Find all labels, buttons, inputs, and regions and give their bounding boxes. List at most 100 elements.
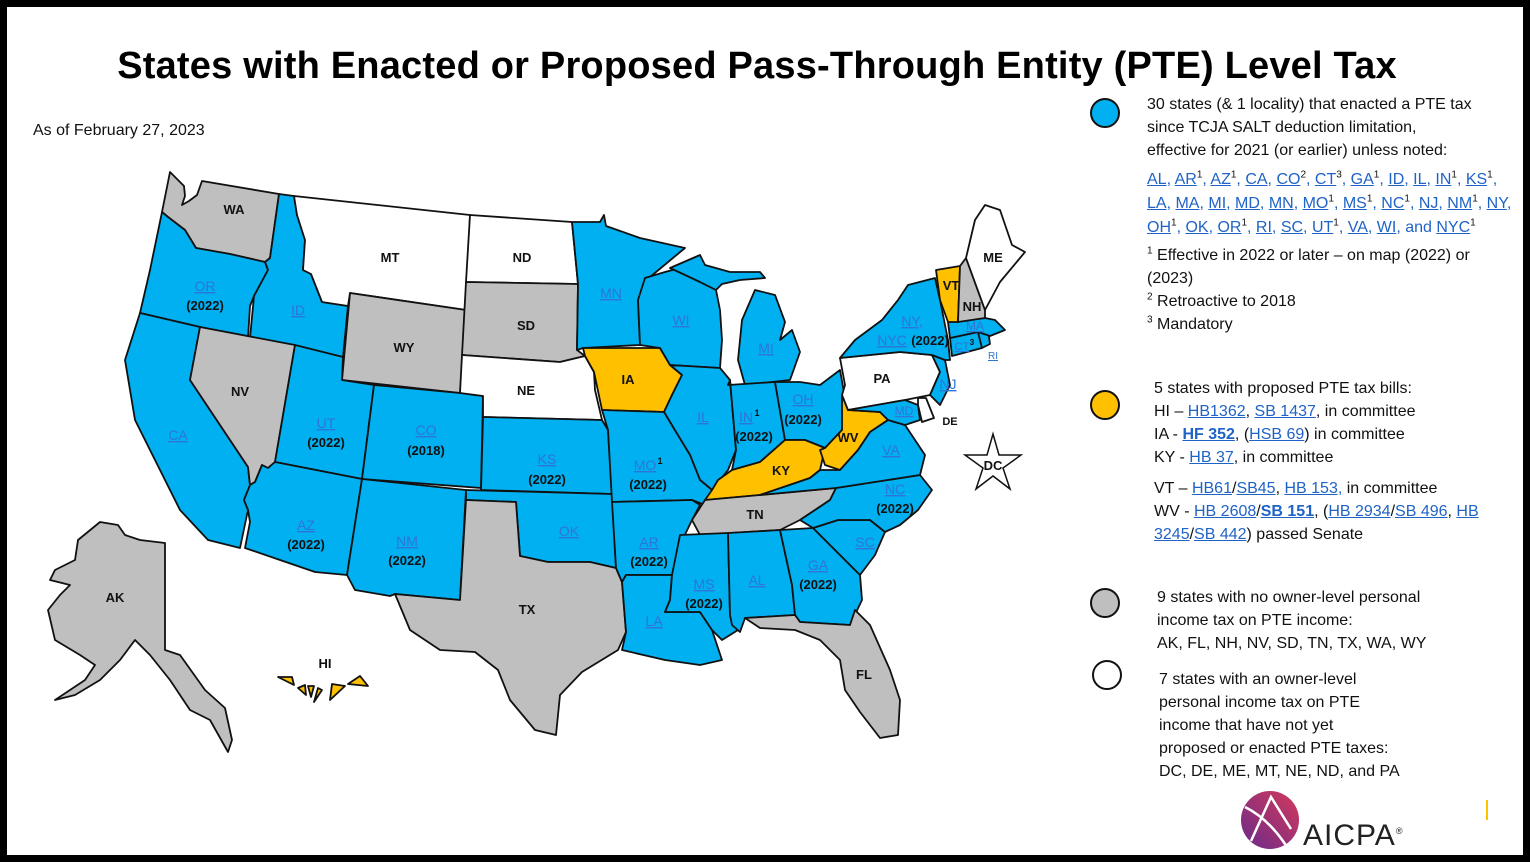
state-NY[interactable]: [839, 277, 951, 361]
state-link-IL[interactable]: IL: [1413, 171, 1427, 188]
state-link-RI[interactable]: RI: [1255, 219, 1272, 236]
state-link-VA[interactable]: VA: [1347, 219, 1368, 236]
label-CO[interactable]: CO: [416, 422, 437, 438]
bill-link[interactable]: SB45: [1236, 480, 1276, 497]
label-IL[interactable]: IL: [697, 409, 709, 425]
state-link-ID[interactable]: ID: [1388, 171, 1405, 188]
bill-link[interactable]: HB 3245: [1154, 503, 1479, 543]
state-link-MD[interactable]: MD: [1235, 195, 1260, 212]
state-link-NM[interactable]: NM: [1447, 195, 1473, 212]
state-link-MA[interactable]: MA: [1175, 195, 1200, 212]
state-AZ[interactable]: [243, 461, 363, 576]
label-KS[interactable]: KS: [538, 451, 557, 467]
bill-link[interactable]: SB 496: [1395, 503, 1448, 520]
state-link-NYC[interactable]: NYC: [1436, 219, 1471, 236]
label-MN[interactable]: MN: [600, 285, 622, 301]
state-OH[interactable]: [774, 369, 846, 449]
label-CT[interactable]: CT: [955, 341, 970, 353]
label-MS-year: (2022): [685, 596, 723, 611]
state-MD[interactable]: [847, 399, 921, 426]
label-WY: WY: [394, 340, 415, 355]
label-OR-year: (2022): [186, 298, 224, 313]
as-of-date: As of February 27, 2023: [33, 122, 205, 139]
state-link-CA[interactable]: CA: [1245, 171, 1268, 188]
slide: States with Enacted or Proposed Pass-Thr…: [7, 7, 1523, 855]
state-link-CT[interactable]: CT: [1314, 171, 1337, 188]
label-OR[interactable]: OR: [195, 278, 216, 294]
label-UT[interactable]: UT: [317, 415, 336, 431]
label-ID[interactable]: ID: [291, 302, 305, 318]
label-NY[interactable]: NY,: [901, 313, 923, 329]
bill-link[interactable]: HB 153,: [1284, 480, 1343, 497]
label-LA[interactable]: LA: [645, 613, 663, 629]
label-NM[interactable]: NM: [396, 533, 418, 549]
bill-link[interactable]: SB 151: [1260, 503, 1315, 520]
state-link-MS[interactable]: MS: [1342, 195, 1367, 212]
state-DE[interactable]: [917, 397, 935, 423]
state-link-IN[interactable]: IN: [1435, 171, 1452, 188]
state-FL[interactable]: [744, 609, 901, 739]
label-MT: MT: [381, 250, 400, 265]
state-link-CO[interactable]: CO: [1276, 171, 1301, 188]
state-AK[interactable]: [47, 521, 233, 753]
bill-link[interactable]: HB 2934: [1328, 503, 1391, 520]
state-HI[interactable]: [277, 675, 369, 703]
label-MD[interactable]: MD: [895, 404, 914, 418]
label-GA[interactable]: GA: [808, 557, 829, 573]
state-MI[interactable]: [737, 289, 801, 386]
state-NC[interactable]: [799, 474, 933, 533]
label-WI[interactable]: WI: [672, 312, 689, 328]
state-link-MO[interactable]: MO: [1302, 195, 1329, 212]
state-link-KS[interactable]: KS: [1465, 171, 1488, 188]
label-CA[interactable]: CA: [168, 427, 188, 443]
state-link-AZ[interactable]: AZ: [1210, 171, 1231, 188]
state-link-MI[interactable]: MI: [1208, 195, 1227, 212]
label-OH[interactable]: OH: [793, 391, 814, 407]
state-link-NC[interactable]: NC: [1381, 195, 1405, 212]
state-MA[interactable]: [947, 317, 1006, 339]
state-link-OH[interactable]: OH: [1147, 219, 1171, 236]
label-OK[interactable]: OK: [559, 523, 580, 539]
state-link-GA[interactable]: GA: [1350, 171, 1374, 188]
bill-link[interactable]: HB 2608: [1194, 503, 1257, 520]
state-DC-star[interactable]: [962, 431, 1024, 492]
state-TX[interactable]: [394, 499, 627, 736]
state-link-MN[interactable]: MN: [1268, 195, 1294, 212]
label-MO[interactable]: MO: [634, 457, 657, 473]
bill-link[interactable]: SB 442: [1194, 526, 1247, 543]
label-NC[interactable]: NC: [885, 481, 905, 497]
label-IN[interactable]: IN: [739, 409, 753, 425]
bill-link[interactable]: HB 37: [1189, 449, 1234, 466]
bill-link[interactable]: SB 1437: [1254, 403, 1316, 420]
label-MI[interactable]: MI: [758, 340, 774, 356]
state-MI-UP[interactable]: [669, 254, 766, 291]
label-AR[interactable]: AR: [639, 534, 658, 550]
bill-link[interactable]: HB1362: [1187, 403, 1246, 420]
label-VA[interactable]: VA: [882, 442, 900, 458]
state-link-NY[interactable]: NY: [1486, 195, 1507, 212]
label-RI[interactable]: RI: [988, 351, 998, 362]
label-NYC[interactable]: NYC: [877, 332, 907, 348]
state-NH[interactable]: [957, 257, 986, 323]
label-MA[interactable]: MA: [966, 319, 984, 333]
state-NE[interactable]: [459, 354, 603, 421]
label-AZ[interactable]: AZ: [297, 517, 315, 533]
label-MS[interactable]: MS: [694, 576, 715, 592]
state-link-SC[interactable]: SC: [1280, 219, 1304, 236]
state-link-WI[interactable]: WI: [1376, 219, 1397, 236]
bill-link[interactable]: HB61: [1191, 480, 1232, 497]
state-link-OR[interactable]: OR: [1217, 219, 1242, 236]
state-link-AL[interactable]: AL: [1147, 171, 1167, 188]
label-AL[interactable]: AL: [748, 572, 765, 588]
bill-link[interactable]: HSB 69: [1249, 426, 1305, 443]
bill-link[interactable]: HF 352: [1182, 426, 1235, 443]
state-link-OK[interactable]: OK: [1185, 219, 1209, 236]
state-link-NJ[interactable]: NJ: [1418, 195, 1439, 212]
label-SC[interactable]: SC: [855, 534, 874, 550]
state-link-UT[interactable]: UT: [1311, 219, 1334, 236]
state-VT[interactable]: [935, 265, 961, 323]
label-NJ[interactable]: NJ: [939, 376, 956, 392]
state-link-AR[interactable]: AR: [1174, 171, 1197, 188]
state-ME[interactable]: [965, 204, 1026, 311]
state-link-LA[interactable]: LA: [1147, 195, 1167, 212]
